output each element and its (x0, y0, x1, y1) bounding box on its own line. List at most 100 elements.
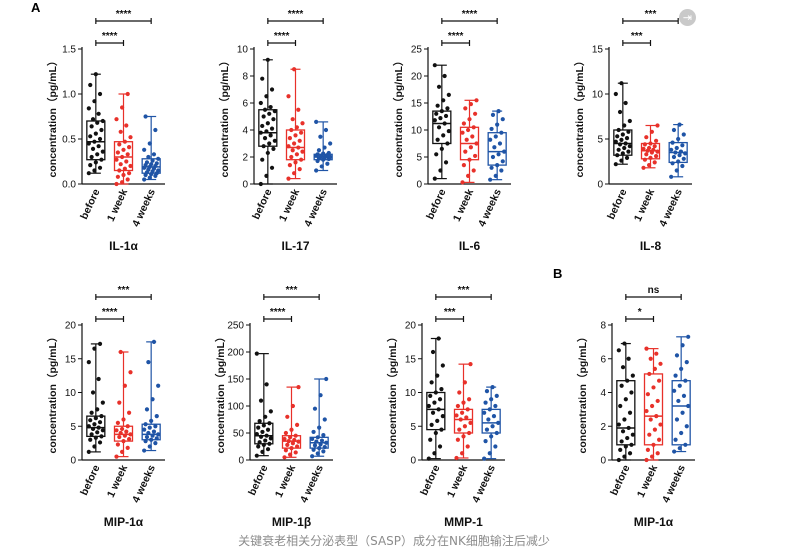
data-point (432, 118, 437, 123)
data-point (290, 403, 295, 409)
data-point (499, 168, 504, 173)
series-2 (671, 334, 691, 454)
data-point (124, 429, 129, 434)
data-point (120, 180, 125, 185)
y-axis-title: concentration（pg/mL） (46, 332, 59, 454)
data-point (292, 171, 297, 176)
data-point (143, 114, 148, 119)
data-point (121, 172, 126, 178)
chart-title: MMP-1 (444, 515, 483, 529)
data-point (287, 163, 292, 168)
data-point (432, 176, 437, 181)
data-point (618, 447, 623, 452)
data-point (486, 417, 491, 422)
data-point (90, 390, 96, 395)
data-point (683, 378, 688, 383)
data-point (143, 439, 148, 444)
data-point (437, 444, 443, 449)
data-point (300, 121, 305, 126)
data-point (100, 118, 105, 124)
data-point (454, 413, 459, 418)
data-point (461, 434, 466, 439)
data-point (121, 417, 126, 422)
y-axis-title: concentration（pg/mL） (218, 56, 231, 178)
data-point (147, 425, 152, 430)
data-point (467, 430, 472, 436)
data-point (465, 444, 470, 449)
data-point (115, 442, 120, 447)
series-0 (86, 341, 106, 454)
data-point (292, 141, 297, 146)
data-point (446, 92, 451, 97)
x-category-label: 4 weeks (302, 187, 330, 229)
data-point (684, 424, 689, 429)
data-point (90, 146, 96, 151)
data-point (146, 360, 151, 365)
data-point (620, 151, 625, 156)
data-point (149, 437, 154, 442)
data-point (289, 154, 294, 160)
series-0 (258, 57, 278, 187)
data-point (683, 151, 688, 156)
data-point (617, 142, 623, 147)
data-point (686, 334, 691, 339)
data-point (311, 447, 316, 452)
y-axis-title: concentration（pg/mL） (46, 56, 59, 178)
y-tick-label: 150 (227, 375, 244, 386)
data-point (268, 436, 273, 441)
data-point (645, 392, 651, 397)
data-point (88, 134, 93, 139)
series-2 (487, 109, 507, 182)
data-point (286, 94, 291, 99)
data-point (315, 451, 320, 456)
data-point (127, 436, 132, 442)
data-point (326, 150, 331, 156)
data-point (651, 147, 656, 152)
data-point (500, 117, 505, 122)
x-category-label: 4 weeks (476, 187, 504, 229)
data-point (312, 443, 318, 448)
chart-mip1a: 0 5 10 15 20 concentration（pg/mL） before 1 week… (46, 285, 165, 529)
data-point (288, 452, 293, 457)
data-point (97, 165, 103, 170)
data-point (463, 149, 468, 154)
data-point (496, 420, 501, 425)
data-point (622, 454, 627, 459)
data-point (151, 429, 157, 434)
data-point (629, 390, 634, 395)
data-point (494, 430, 499, 436)
data-point (622, 123, 627, 128)
data-point (122, 433, 127, 438)
y-tick-label: 15 (592, 45, 604, 56)
significance-label: *** (286, 285, 298, 296)
x-category-label: 4 weeks (298, 463, 326, 505)
data-point (314, 168, 319, 173)
data-point (289, 127, 294, 133)
data-point (647, 432, 652, 437)
data-point (432, 451, 437, 456)
data-point (616, 348, 621, 353)
data-point (462, 380, 467, 385)
y-tick-label: 1.5 (62, 45, 76, 56)
data-point (457, 427, 462, 432)
exit-icon[interactable]: ⇥ (679, 9, 696, 26)
data-point (261, 114, 266, 119)
data-point (142, 448, 147, 453)
data-point (493, 134, 498, 139)
data-point (99, 414, 104, 419)
data-point (142, 147, 147, 152)
data-point (100, 149, 105, 154)
data-point (446, 128, 451, 134)
data-point (324, 440, 329, 445)
data-point (285, 414, 290, 419)
chart-title: MIP-1α (634, 515, 674, 529)
data-point (428, 437, 433, 442)
y-tick-label: 0 (416, 180, 422, 191)
data-point (672, 388, 677, 393)
data-point (442, 121, 447, 126)
figure-caption: 关键衰老相关分泌表型（SASP）成分在NK细胞输注后减少 (238, 534, 550, 548)
data-point (670, 140, 675, 145)
data-point (434, 111, 439, 116)
data-point (495, 163, 500, 168)
